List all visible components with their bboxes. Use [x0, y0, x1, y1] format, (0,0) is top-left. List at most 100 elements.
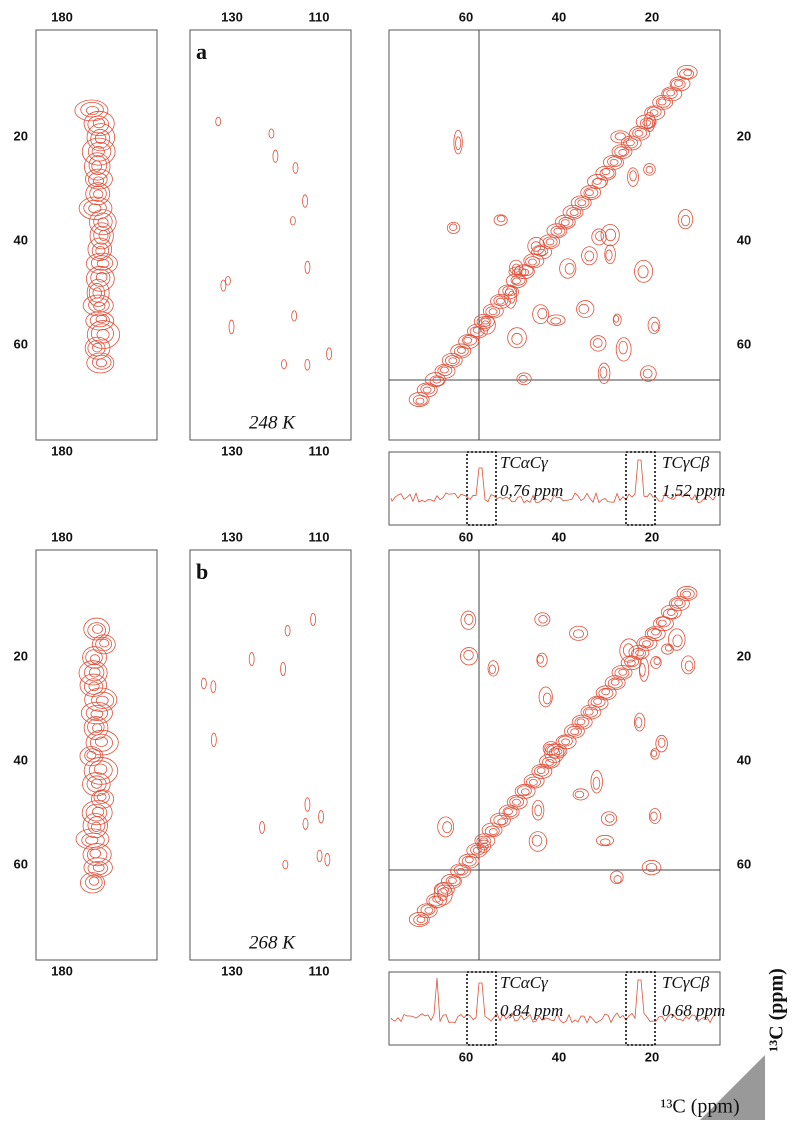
- contour: [461, 855, 477, 867]
- contour: [679, 68, 695, 80]
- contour: [536, 654, 544, 664]
- contour: [578, 303, 590, 315]
- contour: [87, 141, 112, 162]
- contour: [508, 266, 527, 278]
- contour: [528, 258, 537, 266]
- contour: [597, 362, 611, 384]
- contour: [463, 649, 474, 661]
- x-tick-label: 180: [51, 443, 73, 458]
- contour: [666, 609, 676, 616]
- x-tick-label: 60: [459, 529, 473, 544]
- contour: [82, 646, 107, 669]
- contour: [618, 149, 628, 156]
- contour: [614, 146, 629, 158]
- contour: [220, 279, 227, 292]
- x-tick-label: 110: [309, 443, 330, 458]
- annotation-name: TCαCγ: [500, 973, 549, 992]
- contour: [668, 628, 686, 651]
- contour: [638, 637, 654, 649]
- y-tick-label: 20: [737, 128, 751, 143]
- axis-corner-icon: [700, 1055, 765, 1120]
- temperature-label: 248 K: [249, 412, 296, 433]
- contour: [82, 843, 112, 867]
- contour: [646, 628, 662, 639]
- contour: [446, 221, 461, 234]
- contour: [670, 78, 686, 90]
- contour: [516, 372, 532, 386]
- contour: [657, 98, 667, 106]
- contour: [493, 814, 509, 826]
- contour: [215, 116, 222, 127]
- contour: [91, 146, 105, 158]
- x-tick-label: 40: [552, 1049, 566, 1064]
- y-tick-label: 20: [737, 648, 751, 663]
- contour: [318, 810, 325, 824]
- contour: [84, 168, 113, 190]
- y-tick-label: 60: [737, 336, 751, 351]
- contour: [95, 695, 109, 706]
- contour: [81, 832, 105, 848]
- contour: [542, 236, 558, 248]
- contour: [512, 268, 523, 276]
- contour: [531, 834, 543, 847]
- contour: [74, 99, 109, 122]
- contour: [92, 624, 103, 634]
- contour: [574, 716, 590, 728]
- x-tick-label: 20: [645, 529, 659, 544]
- contour: [655, 734, 668, 753]
- contour: [525, 256, 541, 268]
- contour: [462, 334, 477, 346]
- contour: [537, 249, 547, 256]
- contour: [90, 255, 114, 271]
- x-tick-label: 60: [459, 9, 473, 24]
- contour: [88, 283, 105, 303]
- contour: [531, 799, 545, 821]
- contour: [672, 634, 683, 648]
- contour: [590, 770, 603, 794]
- contour: [464, 856, 474, 864]
- contour: [561, 738, 571, 746]
- contour: [488, 828, 498, 835]
- contour: [82, 812, 108, 839]
- contour: [90, 129, 111, 149]
- contour: [436, 884, 452, 896]
- contour: [581, 246, 598, 266]
- y-axis-label: ¹³C (ppm): [766, 968, 788, 1052]
- contour: [92, 723, 103, 734]
- contour: [93, 225, 111, 245]
- right-panel-frame: [388, 549, 721, 961]
- contour: [600, 811, 618, 826]
- contour: [570, 728, 580, 736]
- contour: [614, 132, 626, 141]
- contour: [587, 174, 608, 189]
- contour: [281, 359, 287, 370]
- contour: [592, 177, 602, 185]
- contour: [642, 368, 653, 379]
- contour: [635, 649, 645, 657]
- contour: [635, 717, 643, 728]
- contour: [86, 750, 97, 760]
- contour: [544, 743, 554, 753]
- contour: [601, 688, 611, 696]
- contour: [83, 110, 115, 137]
- contour: [93, 301, 106, 311]
- contour: [92, 117, 106, 129]
- contour: [629, 170, 637, 182]
- contour: [681, 655, 696, 675]
- contour: [86, 352, 115, 374]
- contour: [657, 737, 666, 748]
- contour: [93, 763, 108, 775]
- contour: [509, 259, 524, 275]
- x-tick-label: 130: [221, 963, 243, 978]
- contour: [641, 859, 662, 876]
- contour: [476, 835, 492, 847]
- contour: [530, 241, 542, 252]
- contour: [88, 172, 108, 188]
- y-tick-label: 40: [14, 232, 28, 247]
- contour: [83, 757, 119, 785]
- contour: [647, 316, 661, 335]
- contour: [80, 872, 105, 894]
- contour: [92, 863, 105, 872]
- contour: [88, 681, 100, 692]
- contour: [531, 764, 553, 779]
